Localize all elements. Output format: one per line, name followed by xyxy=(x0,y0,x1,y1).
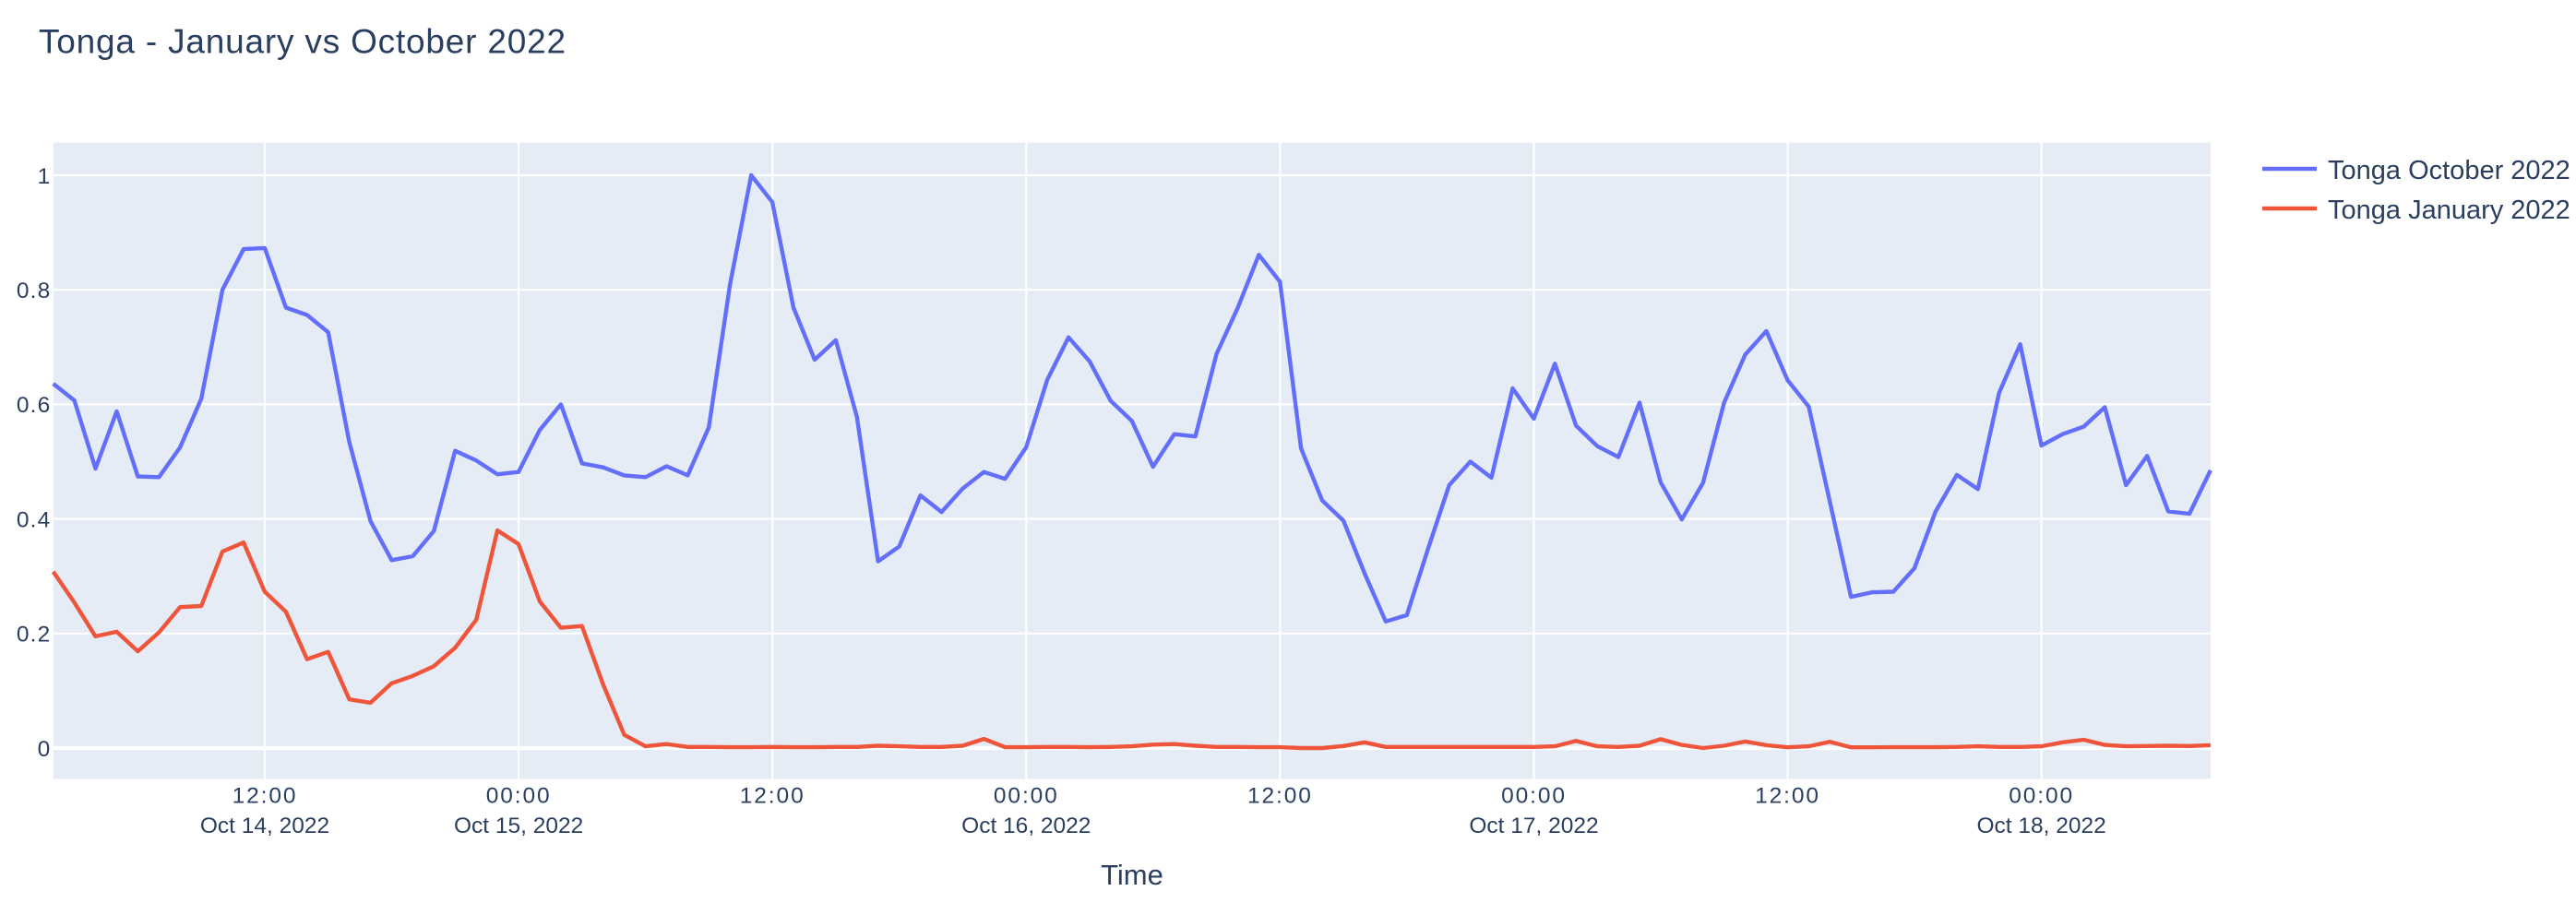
svg-text:Tonga October 2022: Tonga October 2022 xyxy=(2328,156,2570,185)
svg-text:Oct 14, 2022: Oct 14, 2022 xyxy=(200,814,329,838)
svg-text:0.8: 0.8 xyxy=(17,279,52,303)
svg-text:12:00: 12:00 xyxy=(1755,784,1820,809)
svg-text:Tonga January 2022: Tonga January 2022 xyxy=(2328,196,2570,225)
svg-text:1: 1 xyxy=(38,164,52,189)
svg-text:0: 0 xyxy=(38,737,52,762)
svg-text:12:00: 12:00 xyxy=(740,784,805,809)
svg-text:00:00: 00:00 xyxy=(486,784,552,809)
svg-text:Oct 15, 2022: Oct 15, 2022 xyxy=(454,814,583,838)
svg-text:0.2: 0.2 xyxy=(17,623,52,648)
svg-text:Oct 18, 2022: Oct 18, 2022 xyxy=(1976,814,2105,838)
svg-text:Oct 17, 2022: Oct 17, 2022 xyxy=(1469,814,1598,838)
svg-text:Oct 16, 2022: Oct 16, 2022 xyxy=(961,814,1091,838)
svg-text:Tonga - January vs October 202: Tonga - January vs October 2022 xyxy=(39,23,566,61)
svg-text:00:00: 00:00 xyxy=(1501,784,1567,809)
svg-text:12:00: 12:00 xyxy=(233,784,298,809)
svg-text:0.4: 0.4 xyxy=(17,507,52,532)
svg-text:00:00: 00:00 xyxy=(2009,784,2074,809)
svg-text:0.6: 0.6 xyxy=(17,393,52,418)
svg-text:00:00: 00:00 xyxy=(994,784,1059,809)
svg-text:12:00: 12:00 xyxy=(1247,784,1313,809)
svg-text:Time: Time xyxy=(1101,859,1163,891)
